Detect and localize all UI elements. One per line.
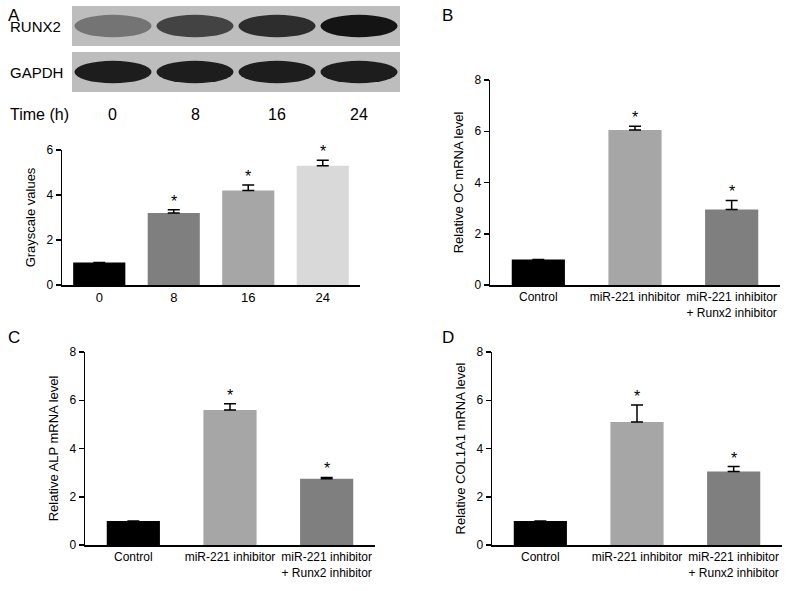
svg-text:D: D — [442, 328, 454, 347]
svg-text:4: 4 — [46, 188, 53, 202]
svg-text:0: 0 — [474, 278, 481, 292]
svg-text:*: * — [731, 450, 737, 467]
svg-text:0: 0 — [46, 278, 53, 292]
svg-text:4: 4 — [474, 176, 481, 190]
svg-text:Relative ALP mRNA level: Relative ALP mRNA level — [46, 376, 61, 522]
svg-text:*: * — [245, 168, 251, 185]
svg-text:B: B — [442, 6, 453, 25]
svg-text:16: 16 — [268, 106, 286, 123]
svg-text:Control: Control — [519, 290, 558, 304]
svg-text:Control: Control — [521, 550, 560, 564]
svg-text:6: 6 — [69, 393, 76, 407]
svg-text:6: 6 — [474, 124, 481, 138]
svg-text:*: * — [729, 183, 735, 200]
svg-text:GAPDH: GAPDH — [10, 64, 63, 81]
svg-text:miR-221 inhibitor: miR-221 inhibitor — [185, 550, 276, 564]
svg-text:6: 6 — [46, 143, 53, 157]
svg-text:24: 24 — [316, 290, 330, 305]
svg-text:*: * — [227, 387, 233, 404]
svg-text:A: A — [8, 6, 20, 25]
svg-text:0: 0 — [96, 290, 103, 305]
svg-text:*: * — [634, 388, 640, 405]
svg-text:0: 0 — [108, 106, 117, 123]
svg-text:8: 8 — [69, 345, 76, 359]
svg-text:Relative COL1A1 mRNA level: Relative COL1A1 mRNA level — [453, 362, 468, 534]
svg-text:16: 16 — [241, 290, 255, 305]
svg-text:2: 2 — [476, 490, 483, 504]
svg-text:miR-221 inhibitor+ Runx2 inhib: miR-221 inhibitor+ Runx2 inhibitor — [688, 550, 779, 580]
svg-text:4: 4 — [476, 442, 483, 456]
svg-text:2: 2 — [46, 233, 53, 247]
svg-text:Grayscale values: Grayscale values — [23, 167, 38, 267]
svg-text:Control: Control — [114, 550, 153, 564]
svg-text:8: 8 — [191, 106, 200, 123]
svg-text:*: * — [324, 460, 330, 477]
svg-text:24: 24 — [350, 106, 368, 123]
svg-text:*: * — [320, 143, 326, 160]
svg-text:8: 8 — [170, 290, 177, 305]
svg-text:8: 8 — [476, 345, 483, 359]
svg-text:0: 0 — [476, 538, 483, 552]
svg-text:C: C — [8, 328, 20, 347]
svg-text:8: 8 — [474, 73, 481, 87]
svg-text:miR-221 inhibitor: miR-221 inhibitor — [592, 550, 683, 564]
svg-text:miR-221 inhibitor+ Runx2 inhib: miR-221 inhibitor+ Runx2 inhibitor — [281, 550, 372, 580]
svg-text:6: 6 — [476, 393, 483, 407]
svg-text:2: 2 — [474, 227, 481, 241]
svg-text:Relative OC mRNA level: Relative OC mRNA level — [451, 112, 466, 254]
svg-text:Time (h): Time (h) — [10, 106, 69, 123]
svg-text:RUNX2: RUNX2 — [10, 18, 61, 35]
svg-text:4: 4 — [69, 442, 76, 456]
svg-text:miR-221 inhibitor+ Runx2 inhib: miR-221 inhibitor+ Runx2 inhibitor — [686, 290, 777, 320]
svg-text:0: 0 — [69, 538, 76, 552]
svg-text:miR-221 inhibitor: miR-221 inhibitor — [590, 290, 681, 304]
svg-text:*: * — [171, 193, 177, 210]
svg-text:2: 2 — [69, 490, 76, 504]
svg-text:*: * — [632, 109, 638, 126]
